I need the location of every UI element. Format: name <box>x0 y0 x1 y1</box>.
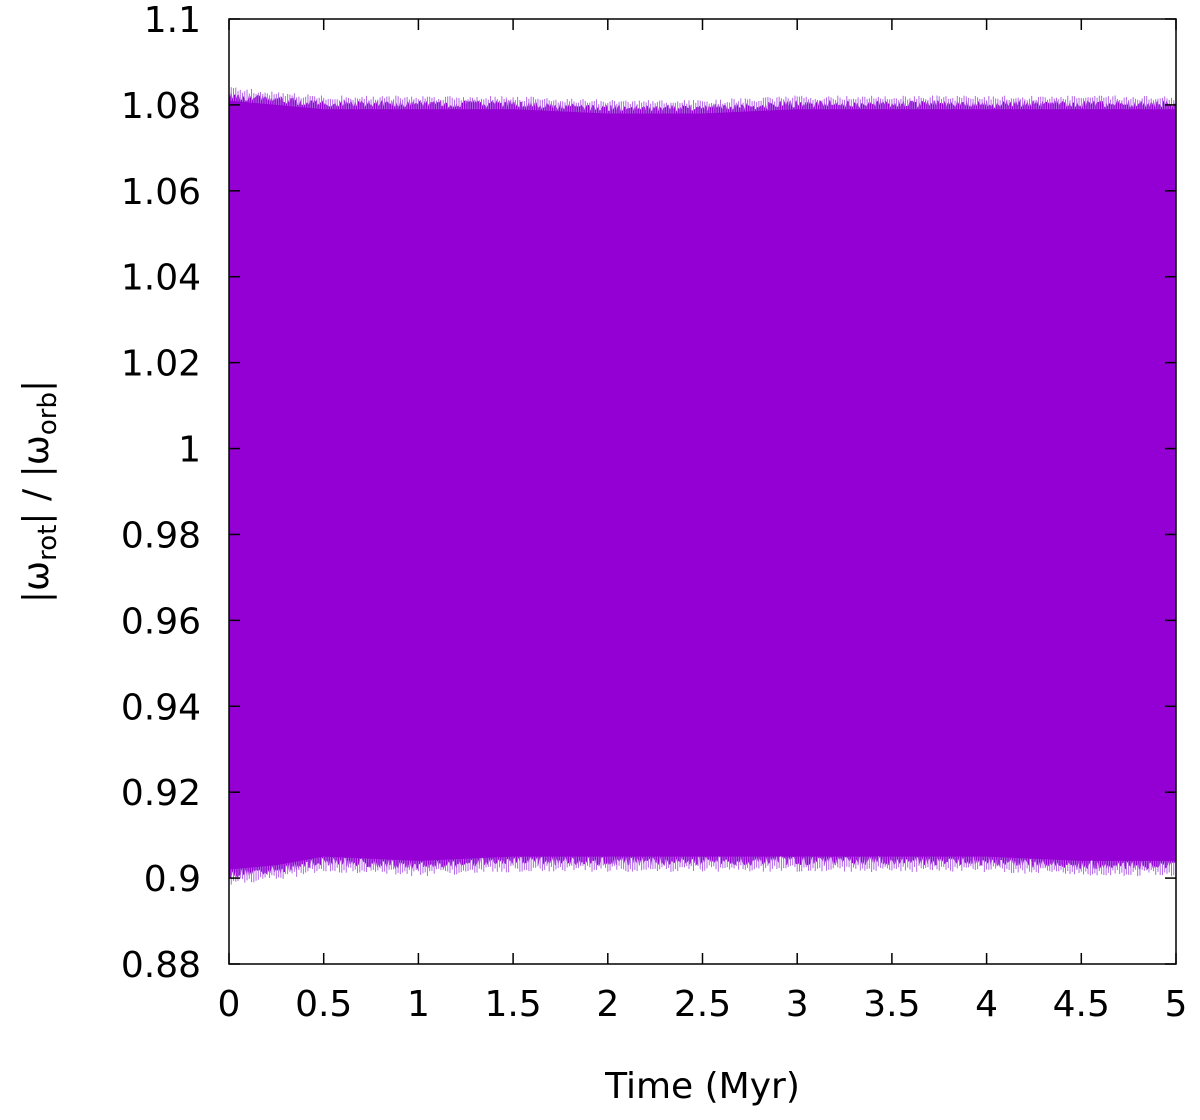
y-tick-label: 1.06 <box>121 172 201 213</box>
y-axis-label-sub2: orb <box>33 392 63 435</box>
y-tick-label: 0.94 <box>121 687 201 728</box>
y-tick-label: 1.04 <box>121 258 201 299</box>
x-tick-label: 1 <box>407 984 430 1025</box>
y-tick-label: 1.02 <box>121 344 201 385</box>
x-tick-label: 5 <box>1165 984 1188 1025</box>
ticks-layer <box>228 18 1177 965</box>
x-tick-label: 2.5 <box>674 984 731 1025</box>
x-tick-label: 4.5 <box>1053 984 1110 1025</box>
y-tick-label: 0.98 <box>121 515 201 556</box>
x-tick-label: 3 <box>786 984 809 1025</box>
x-axis-label: Time (Myr) <box>604 1066 800 1107</box>
y-axis-label-suffix: | <box>16 380 57 392</box>
x-tick-label: 4 <box>975 984 998 1025</box>
y-tick-label: 0.88 <box>121 945 201 986</box>
y-axis-label: |ωrot| / |ωorb| <box>16 380 63 603</box>
y-tick-label: 1.1 <box>144 0 201 41</box>
labels-layer: 0 0.5 1 1.5 2 2.5 3 3.5 4 4.5 5 0.88 0.9 0.92 0.94 0.96… <box>121 0 1188 1025</box>
y-tick-label: 1 <box>178 430 201 471</box>
y-axis-label-middle: | / |ω <box>16 435 57 524</box>
x-tick-label: 0 <box>218 984 241 1025</box>
series-band <box>228 92 1177 879</box>
y-axis-label-sub1: rot <box>33 525 63 561</box>
y-tick-label: 0.96 <box>121 601 201 642</box>
y-tick-label: 0.92 <box>121 773 201 814</box>
y-tick-label: 0.9 <box>144 859 201 900</box>
series-fringe <box>228 87 1177 885</box>
x-tick-label: 1.5 <box>484 984 541 1025</box>
x-tick-label: 3.5 <box>863 984 920 1025</box>
x-tick-label: 2 <box>596 984 619 1025</box>
x-tick-label: 0.5 <box>295 984 352 1025</box>
y-tick-label: 1.08 <box>121 86 201 127</box>
series-layer <box>228 87 1177 885</box>
y-axis-label-prefix: |ω <box>16 561 57 603</box>
